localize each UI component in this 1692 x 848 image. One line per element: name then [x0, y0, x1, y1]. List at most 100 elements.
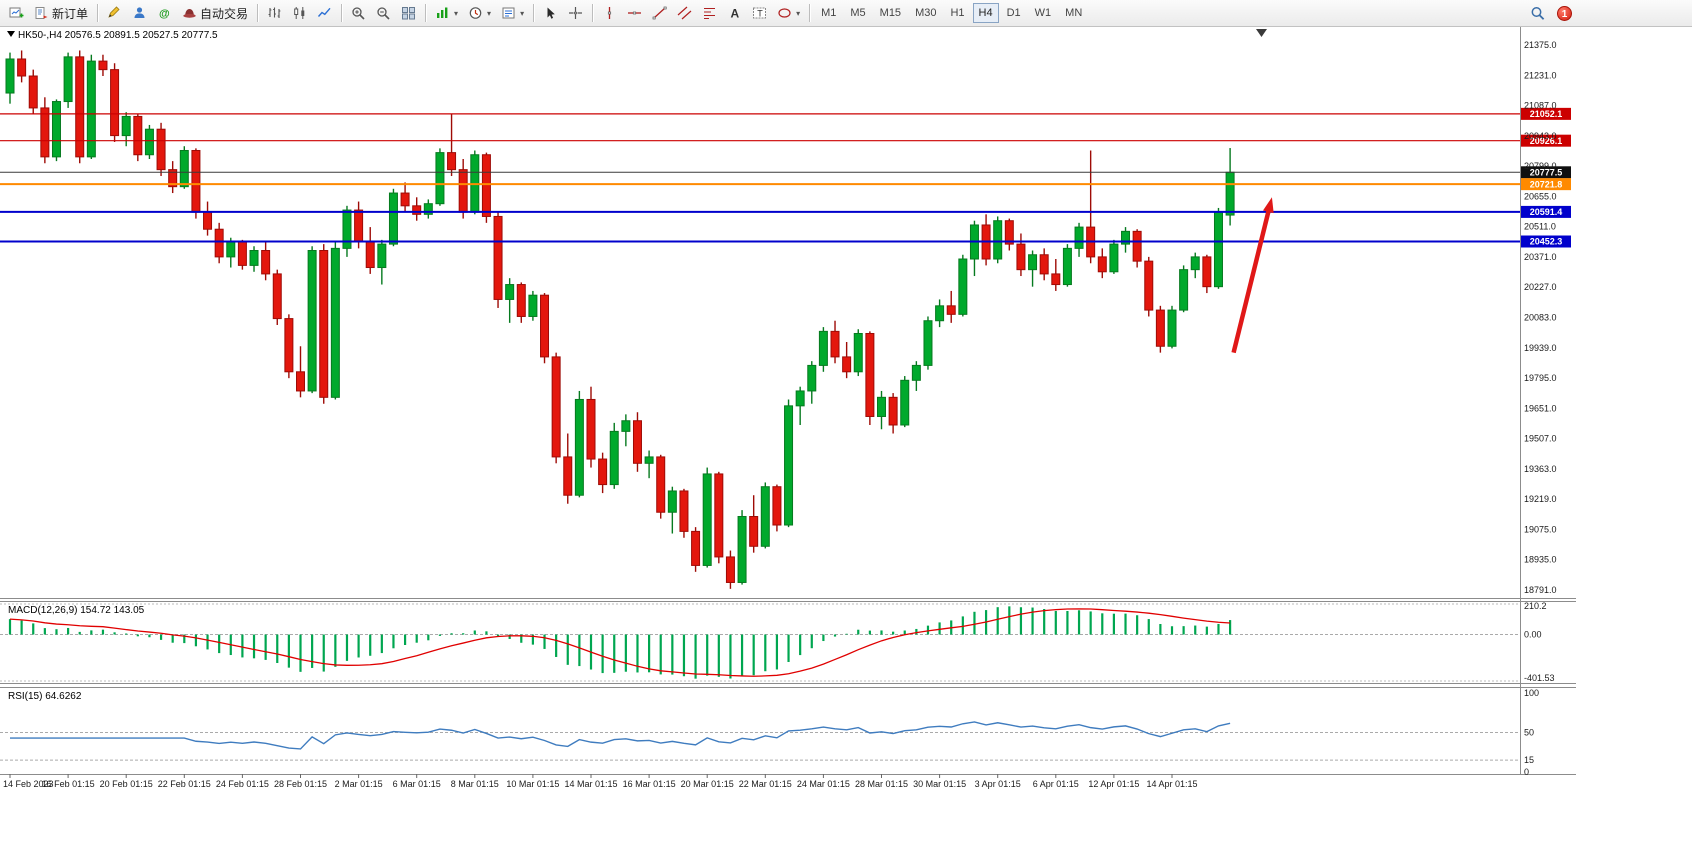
svg-text:0.00: 0.00 [1524, 630, 1542, 640]
svg-text:19651.0: 19651.0 [1524, 403, 1557, 413]
navigator-button[interactable] [128, 2, 151, 24]
timeframe-d1-button[interactable]: D1 [1001, 3, 1027, 23]
indicators-button[interactable]: ▾ [431, 2, 462, 24]
shapes-button[interactable]: ▾ [773, 2, 804, 24]
price-badge-20777.5 [1521, 166, 1571, 179]
vertical-line-button[interactable] [598, 2, 621, 24]
periods-button[interactable]: ▾ [464, 2, 495, 24]
price-badges: 21052.1 20926.1 20777.5 20721.8 20591.4 20452… [1521, 107, 1571, 248]
svg-text:@: @ [159, 8, 170, 20]
toolbar-right-group: 1 [1525, 2, 1572, 24]
price-badge-20591.4 [1521, 205, 1571, 218]
metaeditor-button[interactable] [103, 2, 126, 24]
svg-text:20371.0: 20371.0 [1524, 252, 1557, 262]
equidistant-channel-icon [677, 6, 692, 20]
notification-badge[interactable]: 1 [1557, 5, 1572, 21]
candlestick-chart-button[interactable] [288, 2, 311, 24]
svg-text:19507.0: 19507.0 [1524, 434, 1557, 444]
svg-text:22 Mar 01:15: 22 Mar 01:15 [739, 779, 792, 789]
chart-shift-marker[interactable] [1256, 29, 1267, 37]
cursor-icon [543, 6, 558, 20]
navigator-icon [132, 6, 147, 20]
fibonacci-retracement-button[interactable] [698, 2, 721, 24]
toolbar-separator [533, 4, 535, 22]
horizontal-line-button[interactable] [623, 2, 646, 24]
svg-text:14 Feb 2023: 14 Feb 2023 [3, 779, 54, 789]
svg-text:19075.0: 19075.0 [1524, 524, 1557, 534]
text-label-button[interactable]: T [748, 2, 771, 24]
bar-chart-button[interactable] [263, 2, 286, 24]
new-order-button[interactable]: 新订单 [30, 2, 92, 24]
chart-plot-area[interactable] [0, 26, 1520, 774]
trendline-button[interactable] [648, 2, 671, 24]
candlestick-series[interactable] [5, 50, 1235, 589]
zoom-in-button[interactable] [347, 2, 370, 24]
line-chart-button[interactable] [313, 2, 336, 24]
svg-text:21087.0: 21087.0 [1524, 101, 1557, 111]
zoom-out-icon [376, 6, 391, 20]
zoom-out-button[interactable] [372, 2, 395, 24]
svg-text:12 Apr 01:15: 12 Apr 01:15 [1088, 779, 1139, 789]
price-badge-20452.3 [1521, 235, 1571, 248]
svg-text:10 Mar 01:15: 10 Mar 01:15 [506, 779, 559, 789]
chevron-down-icon[interactable]: ▾ [796, 8, 801, 18]
svg-text:14 Apr 01:15: 14 Apr 01:15 [1146, 779, 1197, 789]
timeframe-m5-button[interactable]: M5 [844, 3, 871, 23]
svg-text:50: 50 [1524, 728, 1534, 738]
price-axis[interactable]: 21375.0 21231.0 21087.0 20943.0 20799.0 20655… [1524, 40, 1557, 595]
macd-label: MACD(12,26,9) 154.72 143.05 [8, 605, 145, 616]
terminal-icon: @ [157, 6, 172, 20]
svg-text:20591.4: 20591.4 [1530, 207, 1563, 217]
timeframe-w1-button[interactable]: W1 [1029, 3, 1058, 23]
svg-text:21052.1: 21052.1 [1530, 109, 1563, 119]
shapes-icon [777, 6, 792, 20]
up-arrow-annotation[interactable] [1231, 197, 1274, 354]
svg-text:19795.0: 19795.0 [1524, 373, 1557, 383]
candlestick-chart-icon [292, 6, 307, 20]
timeframe-m15-button[interactable]: M15 [874, 3, 907, 23]
macd-panel[interactable] [0, 603, 1520, 682]
rsi-line [10, 721, 1231, 750]
text-button[interactable]: A [723, 2, 746, 24]
macd-signal-line [9, 608, 1231, 677]
chevron-down-icon[interactable]: ▾ [487, 8, 492, 18]
svg-text:21375.0: 21375.0 [1524, 40, 1557, 50]
search-button[interactable] [1526, 2, 1549, 24]
toolbar-separator [257, 4, 259, 22]
svg-text:22 Feb 01:15: 22 Feb 01:15 [158, 779, 211, 789]
timeframe-m1-button[interactable]: M1 [815, 3, 842, 23]
macd-axis[interactable]: 210.2 0.00 -401.53 [1524, 601, 1555, 683]
tile-windows-button[interactable] [397, 2, 420, 24]
rsi-panel[interactable] [0, 721, 1520, 761]
templates-button[interactable]: ▾ [497, 2, 528, 24]
chevron-down-icon[interactable]: ▾ [520, 8, 525, 18]
toolbar-separator [809, 4, 811, 22]
svg-text:T: T [757, 9, 763, 19]
auto-trading-icon [182, 6, 197, 20]
svg-text:20511.0: 20511.0 [1524, 222, 1556, 232]
horizontal-lines[interactable] [0, 113, 1520, 243]
equidistant-channel-button[interactable] [673, 2, 696, 24]
svg-text:30 Mar 01:15: 30 Mar 01:15 [913, 779, 966, 789]
symbol-dropdown-icon[interactable] [7, 31, 15, 37]
crosshair-button[interactable] [564, 2, 587, 24]
timeframe-h1-button[interactable]: H1 [944, 3, 970, 23]
timeframe-mn-button[interactable]: MN [1059, 3, 1088, 23]
timeframe-h4-button[interactable]: H4 [972, 3, 999, 23]
crosshair-icon [568, 6, 583, 20]
fibonacci-retracement-icon [702, 6, 717, 20]
cursor-button[interactable] [539, 2, 562, 24]
new-chart-button[interactable] [5, 2, 28, 24]
svg-text:100: 100 [1524, 688, 1539, 698]
chevron-down-icon[interactable]: ▾ [454, 8, 459, 18]
rsi-axis[interactable]: 100 50 15 0 [1524, 688, 1539, 777]
auto-trading-button[interactable]: 自动交易 [178, 2, 252, 24]
timeframe-m30-button[interactable]: M30 [909, 3, 942, 23]
svg-text:20 Mar 01:15: 20 Mar 01:15 [681, 779, 734, 789]
price-badge-20926.1 [1521, 134, 1571, 147]
line-chart-icon [317, 6, 332, 20]
new-order-icon [34, 6, 49, 20]
terminal-button[interactable]: @ [153, 2, 176, 24]
